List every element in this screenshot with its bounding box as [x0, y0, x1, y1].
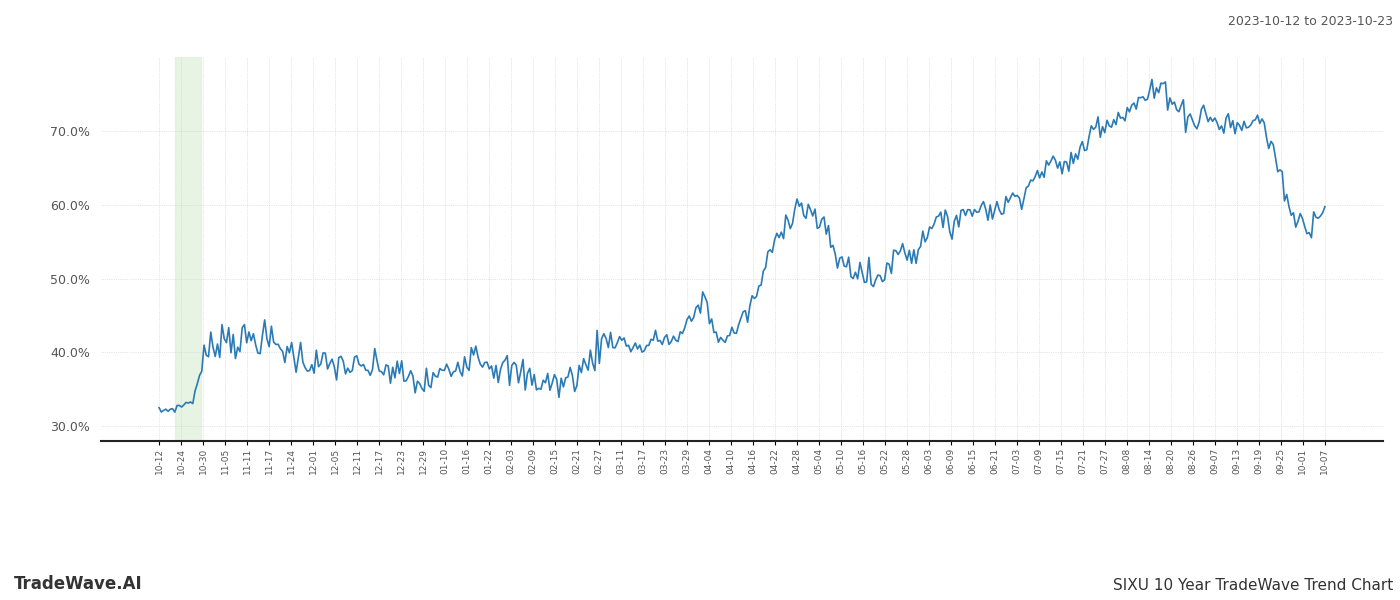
- Text: TradeWave.AI: TradeWave.AI: [14, 575, 143, 593]
- Text: SIXU 10 Year TradeWave Trend Chart: SIXU 10 Year TradeWave Trend Chart: [1113, 578, 1393, 593]
- Text: 2023-10-12 to 2023-10-23: 2023-10-12 to 2023-10-23: [1228, 15, 1393, 28]
- Bar: [175, 57, 202, 441]
